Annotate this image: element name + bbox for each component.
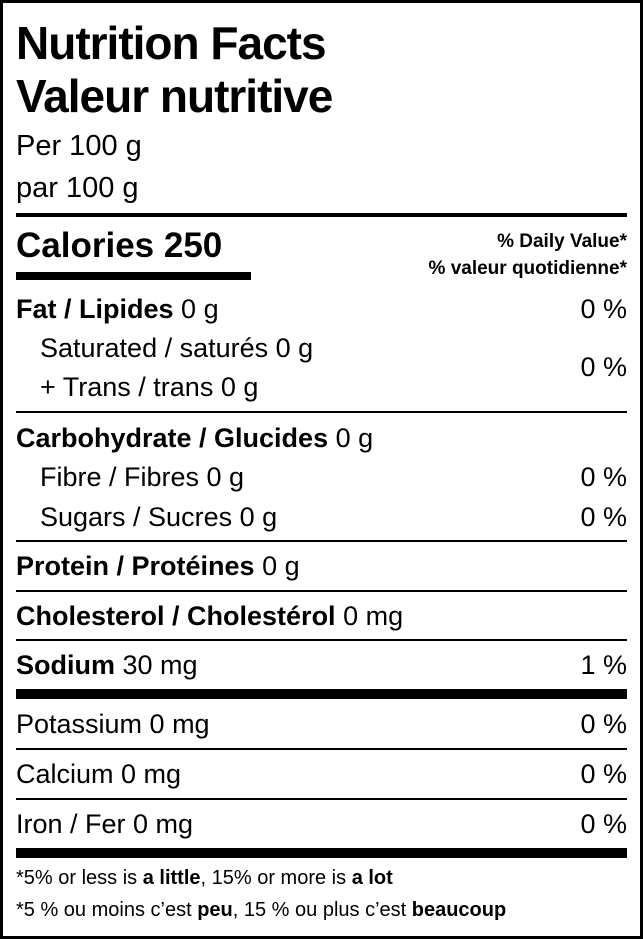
sat-trans-dv-row: 0 % (16, 351, 627, 383)
cholesterol-row: Cholesterol / Cholestérol 0 mg (16, 600, 627, 632)
sodium-row: Sodium 30 mg 1 % (16, 649, 627, 681)
rule (16, 590, 627, 592)
potassium-dv: 0 % (580, 709, 627, 739)
carb-amount: 0 g (335, 423, 374, 453)
saturated-row: Saturated / saturés 0 g (16, 332, 627, 364)
calories: Calories 250 (16, 228, 222, 263)
rule (16, 639, 627, 641)
fibre-dv: 0 % (580, 462, 627, 492)
cholesterol-label: Cholesterol / Cholestérol (16, 601, 336, 631)
trans-row: + Trans / trans 0 g (16, 371, 627, 403)
footnote-en: *5% or less is a little, 15% or more is … (16, 868, 393, 888)
thick-rule (16, 213, 627, 217)
calories-label: Calories (16, 226, 155, 265)
sugars-dv: 0 % (580, 502, 627, 532)
calories-value: 250 (163, 226, 223, 265)
protein-label: Protein / Protéines (16, 551, 255, 581)
title-en: Nutrition Facts (16, 17, 327, 69)
rule (16, 540, 627, 542)
daily-value-fr: % valeur quotidienne* (428, 258, 627, 279)
thick-rule (16, 689, 627, 699)
sugars-label: Sugars / Sucres 0 g (40, 502, 278, 532)
daily-value-en: % Daily Value* (497, 231, 627, 252)
fat-dv: 0 % (580, 294, 627, 324)
potassium-label: Potassium 0 mg (16, 709, 210, 739)
serving-en: Per 100 g (16, 130, 142, 162)
calcium-row: Calcium 0 mg 0 % (16, 758, 627, 790)
footnote-text: *5 % ou moins c’est (16, 899, 198, 921)
cholesterol-amount: 0 mg (343, 601, 404, 631)
protein-amount: 0 g (262, 551, 300, 581)
fibre-row: Fibre / Fibres 0 g 0 % (16, 461, 627, 493)
rule (16, 411, 627, 413)
footnote-fr: *5 % ou moins c’est peu, 15 % ou plus c’… (16, 900, 506, 920)
sodium-dv: 1 % (580, 650, 627, 680)
potassium-row: Potassium 0 mg 0 % (16, 708, 627, 740)
footnote-text: , 15 % ou plus c’est (232, 899, 412, 921)
carb-label: Carbohydrate / Glucides (16, 423, 329, 453)
footnote-bold: a little (142, 867, 201, 889)
rule (16, 748, 627, 750)
footnote-bold: a lot (351, 867, 393, 889)
trans-label: + Trans / trans 0 g (40, 372, 259, 402)
saturated-label: Saturated / saturés 0 g (40, 333, 314, 363)
serving-fr: par 100 g (16, 172, 139, 204)
calcium-label: Calcium 0 mg (16, 759, 182, 789)
fat-amount: 0 g (181, 294, 219, 324)
footnote-text: *5% or less is (16, 867, 143, 889)
footnote-bold: peu (197, 899, 233, 921)
protein-row: Protein / Protéines 0 g (16, 550, 627, 582)
iron-label: Iron / Fer 0 mg (16, 809, 194, 839)
sugars-row: Sugars / Sucres 0 g 0 % (16, 501, 627, 533)
rule (16, 798, 627, 800)
calories-bar (16, 272, 251, 280)
footnote-bold: beaucoup (411, 899, 507, 921)
iron-dv: 0 % (580, 809, 627, 839)
carb-row: Carbohydrate / Glucides 0 g (16, 422, 627, 454)
fat-row: Fat / Lipides 0 g 0 % (16, 293, 627, 325)
fibre-label: Fibre / Fibres 0 g (40, 462, 245, 492)
calcium-dv: 0 % (580, 759, 627, 789)
footnote-text: , 15% or more is (200, 867, 352, 889)
iron-row: Iron / Fer 0 mg 0 % (16, 808, 627, 840)
title-fr: Valeur nutritive (16, 70, 333, 122)
sodium-amount: 30 mg (122, 650, 198, 680)
fat-label: Fat / Lipides (16, 294, 174, 324)
sat-trans-dv: 0 % (580, 352, 627, 382)
thick-rule (16, 848, 627, 858)
sodium-label: Sodium (16, 650, 115, 680)
